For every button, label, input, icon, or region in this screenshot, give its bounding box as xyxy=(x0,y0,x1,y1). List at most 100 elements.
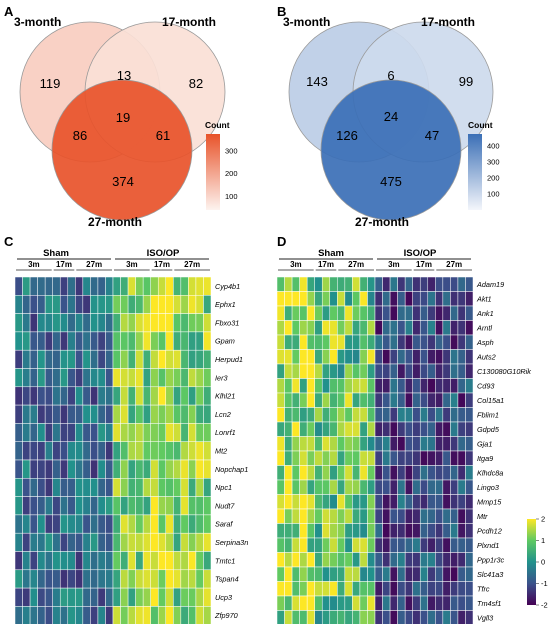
heatmap-cell xyxy=(382,494,391,510)
heatmap-cell xyxy=(435,363,444,379)
heatmap-cell xyxy=(299,494,308,510)
gene-label: Ucp3 xyxy=(215,593,232,602)
gene-label: Mt2 xyxy=(215,446,227,455)
heatmap-cell xyxy=(299,479,308,495)
heatmap-cell xyxy=(457,479,466,495)
heatmap-cell xyxy=(389,349,398,365)
heatmap-cell xyxy=(389,595,398,611)
heatmap-cell xyxy=(359,421,368,437)
heatmap-cell xyxy=(22,606,31,624)
heatmap-cell xyxy=(306,566,315,582)
colorbar-tick-label: -1 xyxy=(541,579,548,588)
heatmap-cell xyxy=(97,276,106,296)
heatmap-cell xyxy=(180,276,189,296)
gene-label: Fbxo31 xyxy=(215,318,239,327)
heatmap-cell xyxy=(450,581,459,597)
heatmap-cell xyxy=(427,566,436,582)
heatmap-cell xyxy=(314,421,323,437)
heatmap-cell xyxy=(465,276,474,292)
heatmap-cell xyxy=(314,436,323,452)
heatmap-cell xyxy=(14,459,23,479)
heatmap-cell xyxy=(157,496,167,516)
heatmap-cell xyxy=(127,295,136,314)
heatmap-cell xyxy=(135,496,144,516)
heatmap-cell xyxy=(291,378,300,394)
heatmap-cell xyxy=(157,404,167,424)
heatmap-cell xyxy=(314,363,323,379)
heatmap-cell xyxy=(359,508,368,524)
gene-label: Asph xyxy=(476,338,494,347)
heatmap-cell xyxy=(112,331,121,351)
heatmap-cell xyxy=(306,363,315,379)
panel-label-d: D xyxy=(277,234,286,249)
heatmap-cell xyxy=(337,552,346,568)
heatmap-cell xyxy=(52,587,61,607)
heatmap-cell xyxy=(173,606,182,624)
heatmap-cell xyxy=(127,331,136,351)
heatmap-cell xyxy=(367,581,376,597)
heatmap-cell xyxy=(173,532,182,552)
heatmap-cell xyxy=(329,392,338,408)
heatmap-cell xyxy=(150,606,159,624)
count-only-3-month: 119 xyxy=(40,76,61,91)
heatmap-cell xyxy=(291,349,300,365)
heatmap-cell xyxy=(276,595,285,611)
heatmap-cell xyxy=(306,349,315,365)
count-3-and-17: 6 xyxy=(387,68,394,83)
gene-label: Col15a1 xyxy=(477,396,504,405)
heatmap-cell xyxy=(321,610,331,624)
heatmap-cell xyxy=(329,276,338,292)
heatmap-cell xyxy=(157,569,167,589)
heatmap-cell xyxy=(150,496,159,516)
heatmap-cell xyxy=(337,566,346,582)
heatmap-cell xyxy=(435,291,444,307)
heatmap-cell xyxy=(37,368,46,388)
heatmap-cell xyxy=(389,291,398,307)
heatmap-cell xyxy=(465,465,474,481)
heatmap-cell xyxy=(306,320,315,336)
heatmap-cell xyxy=(314,465,323,481)
heatmap-cell xyxy=(314,523,323,539)
heatmap-cell xyxy=(203,496,212,516)
heatmap-cell xyxy=(329,421,338,437)
heatmap-cell xyxy=(299,465,308,481)
heatmap-cell xyxy=(173,349,182,369)
heatmap-cell xyxy=(90,514,99,534)
heatmap-cell xyxy=(397,291,406,307)
heatmap-cell xyxy=(90,404,99,424)
heatmap-cell xyxy=(382,363,391,379)
heatmap-cell xyxy=(284,552,293,568)
heatmap-cell xyxy=(37,569,46,589)
heatmap-cell xyxy=(135,295,144,314)
heatmap-cell xyxy=(465,421,474,437)
heatmap-cell xyxy=(82,441,91,461)
heatmap-cell xyxy=(314,508,323,524)
heatmap-cell xyxy=(173,569,182,589)
gene-label: C130080G10Rik xyxy=(477,367,531,376)
heatmap-cell xyxy=(203,514,212,534)
heatmap-cell xyxy=(37,276,46,296)
gene-label: Tmtc1 xyxy=(215,556,235,565)
heatmap-cell xyxy=(299,305,308,321)
heatmap-cell xyxy=(314,305,323,321)
heatmap-cell xyxy=(321,494,331,510)
heatmap-cell xyxy=(442,363,451,379)
heatmap-cell xyxy=(142,514,151,534)
heatmap-cell xyxy=(412,436,421,452)
heatmap-cell xyxy=(120,478,129,497)
subgroup-label: 17m xyxy=(318,260,334,269)
heatmap-cell xyxy=(465,363,474,379)
heatmap-cell xyxy=(299,363,308,379)
heatmap-cell xyxy=(112,478,121,497)
heatmap-cell xyxy=(412,392,421,408)
heatmap-cell xyxy=(382,537,391,553)
heatmap-cell xyxy=(389,334,398,350)
heatmap-cell xyxy=(82,386,91,406)
heatmap-cell xyxy=(180,496,189,516)
heatmap-cell xyxy=(352,595,361,611)
gene-label: Serpina3n xyxy=(215,538,248,547)
heatmap-cell xyxy=(29,349,38,369)
heatmap-cell xyxy=(427,581,436,597)
heatmap-cell xyxy=(173,313,182,333)
heatmap-cell xyxy=(120,606,129,624)
